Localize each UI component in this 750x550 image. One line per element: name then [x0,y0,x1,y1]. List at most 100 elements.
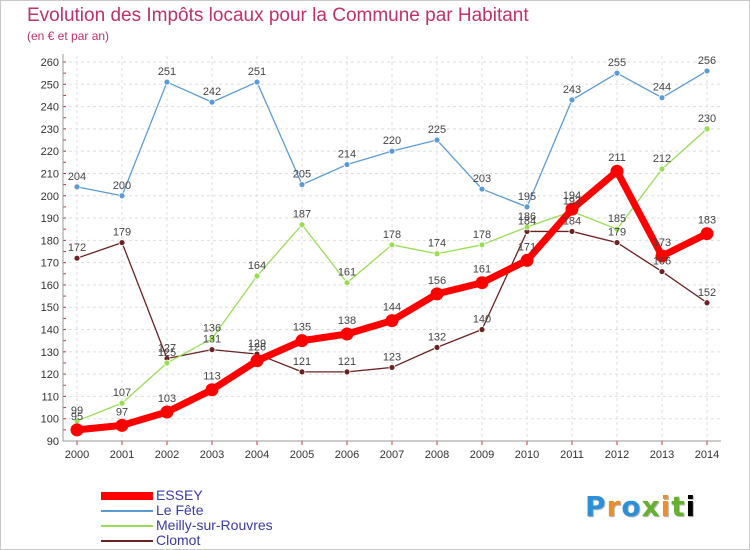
legend-swatch [101,525,153,527]
data-point [340,327,354,341]
data-label: 255 [608,57,626,69]
data-point [478,241,486,249]
data-point [388,241,396,249]
legend-item: Le Fête [101,502,361,518]
data-label: 156 [428,275,446,287]
data-point [433,250,441,258]
data-point [655,249,669,263]
data-point [343,279,351,287]
x-tick-label: 2005 [290,449,314,461]
data-point [298,368,306,376]
x-tick-label: 2003 [200,449,224,461]
data-label: 193 [563,195,581,207]
data-point [610,164,624,178]
data-label: 144 [383,302,401,314]
data-label: 121 [338,356,356,368]
data-label: 186 [518,211,536,223]
y-tick-label: 230 [41,124,59,136]
data-label: 195 [518,191,536,203]
legend-label: Clomot [156,532,201,548]
data-label: 121 [293,356,311,368]
data-label: 178 [473,229,491,241]
y-tick-label: 150 [41,302,59,314]
data-label: 125 [158,347,176,359]
data-label: 243 [563,84,581,96]
logo-letter: i [685,490,697,523]
chart-title: Evolution des Impôts locaux pour la Comm… [27,5,529,26]
data-label: 161 [473,264,491,276]
data-point [163,78,171,86]
data-label: 251 [158,66,176,78]
y-tick-label: 160 [41,280,59,292]
data-point [433,343,441,351]
data-point [208,346,216,353]
y-tick-label: 220 [41,146,59,158]
data-point [430,287,444,301]
legend-swatch [101,510,153,512]
y-tick-label: 260 [41,57,59,69]
data-point [475,276,489,290]
x-tick-label: 2007 [380,449,404,461]
data-point [160,405,174,419]
data-point [115,418,129,432]
data-point [253,272,261,280]
data-label: 178 [383,229,401,241]
y-tick-label: 240 [41,102,59,114]
data-point [208,98,216,106]
data-label: 214 [338,149,356,161]
data-label: 187 [293,209,311,221]
data-point [568,96,576,104]
proxiti-logo: Proxiti [585,490,696,523]
data-label: 200 [113,180,131,192]
data-point [388,364,396,371]
y-tick-label: 110 [41,391,59,403]
legend-item: Clomot [101,532,361,548]
data-point [658,94,666,102]
y-tick-label: 90 [47,436,59,448]
data-point [295,334,309,348]
data-label: 230 [698,113,716,125]
x-tick-label: 2000 [65,449,89,461]
logo-letter: i [660,490,672,523]
data-point [658,268,666,275]
data-label: 256 [698,55,716,67]
data-point [70,423,84,437]
data-point [565,202,579,216]
data-point [568,228,576,235]
data-labels: 172 179 127 131 129 121 121 123 132 140 184 184 179 1… [68,55,716,423]
data-label: 135 [293,322,311,334]
legend-swatch [101,492,153,500]
data-label: 97 [116,406,128,418]
data-label: 205 [293,169,311,181]
y-tick-label: 190 [41,213,59,225]
data-label: 203 [473,173,491,185]
data-label: 204 [68,171,86,183]
data-label: 161 [338,267,356,279]
data-point [523,223,531,231]
data-point [703,299,711,307]
data-label: 220 [383,135,401,147]
x-tick-label: 2009 [470,449,494,461]
data-point [118,399,126,407]
data-label: 179 [608,227,626,239]
data-label: 251 [248,66,266,78]
data-point [433,136,441,144]
axes: 90 100 110 120 130 140 150 160 170 180 190 200 210 22… [41,54,721,461]
x-tick-label: 2008 [425,449,449,461]
x-tick-label: 2013 [650,449,674,461]
data-point [118,192,126,200]
data-label: 184 [563,215,581,227]
y-tick-label: 140 [41,325,59,337]
data-label: 179 [113,227,131,239]
y-tick-label: 250 [41,79,59,91]
data-point [205,383,219,397]
logo-letter: P [585,490,607,523]
data-point [298,181,306,189]
x-tick-label: 2002 [155,449,179,461]
x-tick-label: 2011 [560,449,584,461]
data-point [613,69,621,77]
legend-label: Le Fête [156,502,204,518]
data-point [253,78,261,86]
